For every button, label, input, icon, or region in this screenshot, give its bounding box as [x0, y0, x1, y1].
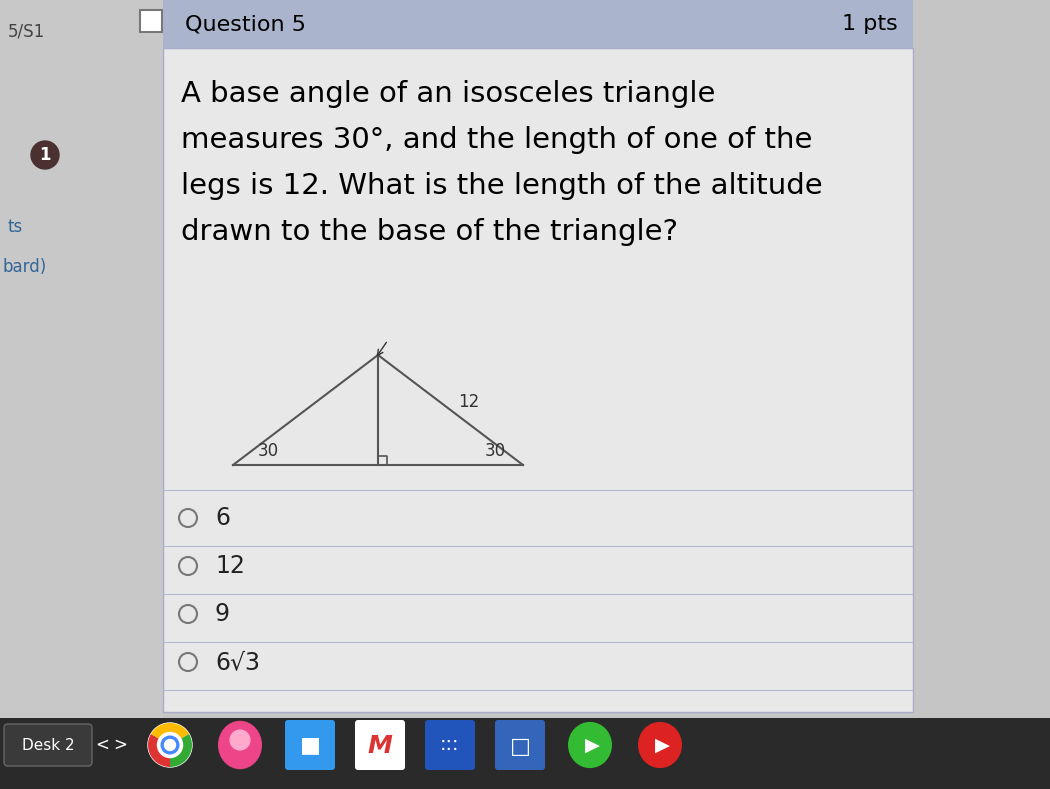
Bar: [0, 718, 1050, 789]
Bar: [163, 0, 914, 48]
Text: A base angle of an isosceles triangle: A base angle of an isosceles triangle: [181, 80, 715, 108]
Text: ▶: ▶: [654, 735, 670, 754]
Text: ▶: ▶: [585, 735, 600, 754]
Text: 1: 1: [39, 146, 50, 164]
Text: 30: 30: [485, 442, 506, 460]
FancyBboxPatch shape: [355, 720, 405, 770]
Wedge shape: [170, 734, 192, 767]
Text: M: M: [368, 734, 393, 758]
Text: legs is 12. What is the length of the altitude: legs is 12. What is the length of the al…: [181, 172, 822, 200]
Circle shape: [148, 723, 192, 767]
FancyBboxPatch shape: [4, 724, 92, 766]
Text: 12: 12: [215, 554, 245, 578]
Bar: [0, 0, 163, 718]
Text: <: <: [94, 736, 109, 754]
Circle shape: [32, 141, 59, 169]
Circle shape: [230, 730, 250, 750]
Text: 30: 30: [258, 442, 279, 460]
Text: Question 5: Question 5: [185, 14, 306, 34]
Text: drawn to the base of the triangle?: drawn to the base of the triangle?: [181, 218, 678, 246]
Text: 6√3: 6√3: [215, 650, 260, 674]
Wedge shape: [151, 723, 189, 739]
Text: measures 30°, and the length of one of the: measures 30°, and the length of one of t…: [181, 126, 813, 154]
Bar: [163, 48, 914, 712]
Text: 12: 12: [459, 393, 480, 411]
Circle shape: [162, 736, 178, 753]
FancyBboxPatch shape: [285, 720, 335, 770]
FancyBboxPatch shape: [425, 720, 475, 770]
Text: ts: ts: [8, 218, 23, 236]
Text: 9: 9: [215, 602, 230, 626]
Text: bard): bard): [2, 258, 46, 276]
Text: ■: ■: [299, 735, 320, 755]
Circle shape: [165, 739, 175, 750]
Text: □: □: [509, 737, 530, 757]
Ellipse shape: [638, 722, 682, 768]
Text: >: >: [113, 736, 127, 754]
Ellipse shape: [568, 722, 612, 768]
Text: :::: :::: [440, 735, 460, 754]
Text: 6: 6: [215, 506, 230, 530]
Text: 1 pts: 1 pts: [842, 14, 898, 34]
Wedge shape: [148, 734, 170, 767]
Ellipse shape: [218, 721, 262, 769]
FancyBboxPatch shape: [140, 10, 162, 32]
Text: 5/S1: 5/S1: [8, 22, 45, 40]
Text: Desk 2: Desk 2: [22, 738, 75, 753]
FancyBboxPatch shape: [495, 720, 545, 770]
